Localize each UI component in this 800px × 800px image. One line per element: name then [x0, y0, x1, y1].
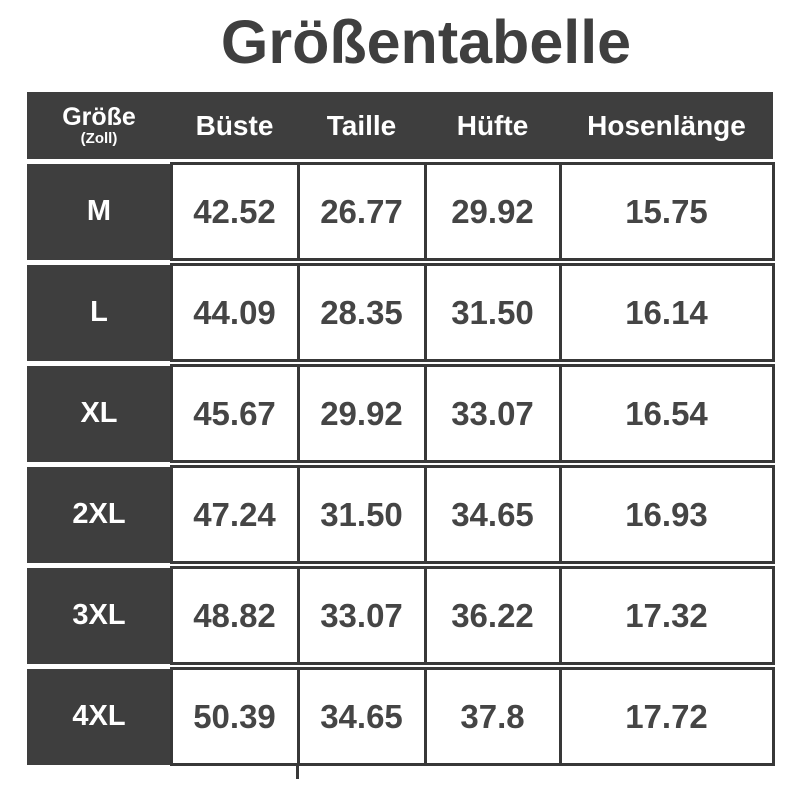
size-chart-table: Größe (Zoll) Büste Taille Hüfte Hosenlän…	[27, 92, 775, 767]
hip-value-cell: 37.8	[423, 667, 562, 766]
pants-length-value-cell: 16.93	[558, 465, 775, 564]
pants-length-value-cell: 15.75	[558, 162, 775, 261]
size-label: M	[86, 195, 112, 227]
hip-value-cell: 33.07	[423, 364, 562, 463]
bust-value-cell: 42.52	[169, 162, 300, 261]
waist-value-cell: 29.92	[296, 364, 427, 463]
page-title: Größentabelle	[220, 8, 632, 76]
column-header-pants-length: Hosenlänge	[560, 92, 773, 159]
size-cell: 2XL	[27, 466, 171, 563]
column-header-hip: Hüfte	[425, 92, 560, 159]
size-column-unit: (Zoll)	[80, 130, 118, 148]
size-cell: M	[27, 163, 171, 260]
hip-value-cell: 31.50	[423, 263, 562, 362]
size-cell: 3XL	[27, 567, 171, 664]
waist-value-cell: 33.07	[296, 566, 427, 665]
column-header-waist: Taille	[298, 92, 425, 159]
size-label: 4XL	[72, 700, 126, 732]
column-header-bust: Büste	[171, 92, 298, 159]
size-cell: 4XL	[27, 668, 171, 765]
size-cell: XL	[27, 365, 171, 462]
header-cell-size: Größe (Zoll)	[27, 92, 171, 159]
waist-value-cell: 26.77	[296, 162, 427, 261]
size-label: 3XL	[72, 599, 126, 631]
size-cell: L	[27, 264, 171, 361]
waist-value-cell: 28.35	[296, 263, 427, 362]
bust-value-cell: 47.24	[169, 465, 300, 564]
bust-value-cell: 45.67	[169, 364, 300, 463]
hip-value-cell: 29.92	[423, 162, 562, 261]
bust-value-cell: 48.82	[169, 566, 300, 665]
waist-value-cell: 31.50	[296, 465, 427, 564]
bust-value-cell: 44.09	[169, 263, 300, 362]
size-column-label: Größe	[62, 103, 136, 132]
pants-length-value-cell: 17.32	[558, 566, 775, 665]
hip-value-cell: 36.22	[423, 566, 562, 665]
table-bottom-line-artifact	[296, 764, 299, 779]
waist-value-cell: 34.65	[296, 667, 427, 766]
pants-length-value-cell: 16.14	[558, 263, 775, 362]
hip-value-cell: 34.65	[423, 465, 562, 564]
size-label: XL	[80, 397, 118, 429]
size-label: L	[90, 296, 108, 328]
pants-length-value-cell: 17.72	[558, 667, 775, 766]
size-label: 2XL	[72, 498, 126, 530]
pants-length-value-cell: 16.54	[558, 364, 775, 463]
bust-value-cell: 50.39	[169, 667, 300, 766]
